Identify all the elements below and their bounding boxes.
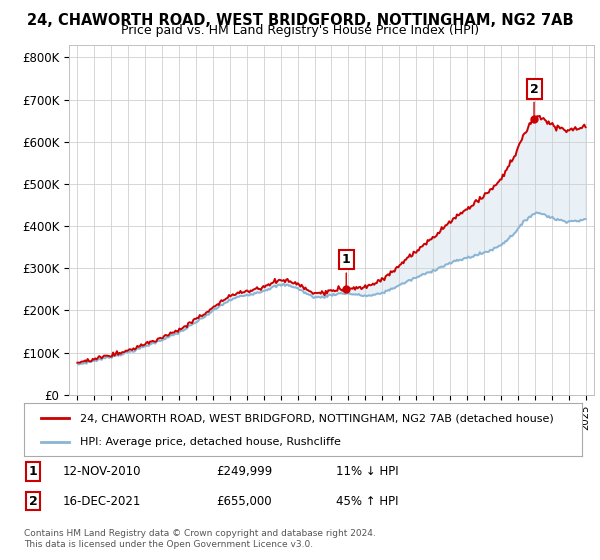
Text: Price paid vs. HM Land Registry's House Price Index (HPI): Price paid vs. HM Land Registry's House …: [121, 24, 479, 37]
Text: Contains HM Land Registry data © Crown copyright and database right 2024.
This d: Contains HM Land Registry data © Crown c…: [24, 529, 376, 549]
Text: £249,999: £249,999: [216, 465, 272, 478]
Text: HPI: Average price, detached house, Rushcliffe: HPI: Average price, detached house, Rush…: [80, 436, 341, 446]
Text: 2: 2: [530, 82, 538, 116]
Text: 24, CHAWORTH ROAD, WEST BRIDGFORD, NOTTINGHAM, NG2 7AB: 24, CHAWORTH ROAD, WEST BRIDGFORD, NOTTI…: [26, 13, 574, 28]
Text: 16-DEC-2021: 16-DEC-2021: [63, 494, 142, 508]
Text: 11% ↓ HPI: 11% ↓ HPI: [336, 465, 398, 478]
Text: 2: 2: [29, 494, 37, 508]
Text: 45% ↑ HPI: 45% ↑ HPI: [336, 494, 398, 508]
Text: £655,000: £655,000: [216, 494, 272, 508]
Text: 1: 1: [29, 465, 37, 478]
Text: 1: 1: [342, 253, 350, 287]
Text: 24, CHAWORTH ROAD, WEST BRIDGFORD, NOTTINGHAM, NG2 7AB (detached house): 24, CHAWORTH ROAD, WEST BRIDGFORD, NOTTI…: [80, 413, 554, 423]
Text: 12-NOV-2010: 12-NOV-2010: [63, 465, 142, 478]
